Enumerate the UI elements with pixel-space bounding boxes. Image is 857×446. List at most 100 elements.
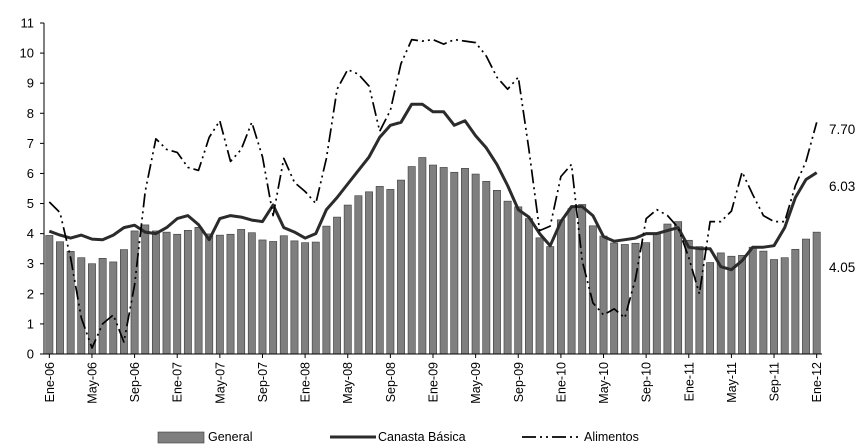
bar-general (397, 179, 405, 355)
bar-general (535, 237, 544, 355)
y-tick-label: 8 (27, 106, 34, 121)
bar-general (226, 233, 235, 355)
y-tick-label: 0 (27, 347, 34, 362)
bar-general (56, 241, 64, 355)
bar-general (812, 231, 821, 355)
y-tick-label: 6 (27, 166, 34, 181)
bar-general (130, 230, 139, 355)
bar-general (780, 257, 789, 355)
x-tick-label: Ene-12 (810, 362, 824, 402)
bar-general (631, 242, 640, 355)
bar-general (493, 190, 501, 355)
bar-general (322, 225, 331, 355)
line-series-group (48, 38, 818, 349)
end-label: 6.03 (829, 179, 855, 194)
x-tick-label: Ene-09 (427, 362, 441, 402)
x-tick-label: May-08 (341, 362, 355, 404)
bar-general (418, 157, 427, 355)
y-tick-label: 9 (27, 76, 34, 91)
bar-general (365, 191, 373, 355)
x-tick-label: Sep-09 (512, 362, 526, 402)
y-tick-label: 5 (27, 196, 34, 211)
y-tick-group: 0 1 2 3 4 5 6 7 8 9 10 11 (20, 16, 44, 362)
bar-general (98, 258, 107, 355)
bar-general (77, 257, 86, 355)
bar-general (279, 235, 288, 355)
x-tick-label: May-07 (213, 362, 227, 404)
bar-general (151, 230, 160, 355)
y-tick-label: 3 (27, 256, 34, 271)
bar-general (429, 164, 437, 355)
bar-general (546, 246, 555, 355)
bar-general (482, 180, 491, 355)
bar-general (770, 259, 778, 355)
bar-general (407, 166, 416, 355)
bar-general (642, 242, 651, 355)
bar-general (247, 232, 256, 355)
y-tick-label: 1 (27, 316, 34, 331)
x-tick-label: Ene-08 (299, 362, 313, 402)
x-tick-group: Ene-06 May-06 Sep-06 Ene-07 May-07 Sep-07 Ene-… (43, 354, 824, 404)
bar-general (386, 189, 395, 355)
bar-general (706, 262, 715, 355)
bar-general (578, 204, 587, 355)
bar-general (183, 230, 192, 355)
y-tick-label: 4 (27, 226, 34, 241)
x-tick-label: May-11 (725, 362, 739, 403)
y-tick-label: 10 (20, 46, 34, 61)
bar-general (333, 216, 342, 355)
bar-general (194, 227, 203, 355)
legend-label: Canasta Básica (378, 430, 466, 444)
bar-general (524, 218, 533, 355)
y-axis: 0 1 2 3 4 5 6 7 8 9 10 11 (20, 16, 45, 362)
legend-label: Alimentos (584, 430, 639, 444)
x-tick-label: Ene-10 (554, 362, 568, 402)
y-tick-label: 11 (21, 16, 35, 31)
y-tick-label: 7 (27, 136, 34, 151)
end-label-group: 4.05 6.03 7.70 (829, 122, 855, 275)
x-tick-label: May-09 (469, 362, 483, 404)
bar-general (141, 224, 150, 355)
bar-general (791, 248, 800, 355)
bar-series-general (45, 157, 821, 355)
bar-general (674, 221, 683, 355)
x-axis: Ene-06 May-06 Sep-06 Ene-07 May-07 Sep-07 Ene-… (43, 353, 824, 404)
bar-general (599, 235, 608, 355)
bar-general (205, 233, 214, 355)
bar-general (461, 168, 469, 355)
bar-general (738, 255, 746, 355)
x-tick-label: Sep-06 (128, 362, 142, 402)
bar-general (45, 235, 54, 355)
x-tick-label: Ene-07 (171, 362, 185, 402)
bar-general (610, 242, 619, 355)
x-tick-label: Ene-11 (682, 362, 696, 401)
x-tick-label: May-06 (85, 362, 99, 404)
legend-label: General (208, 430, 252, 444)
x-tick-label: Sep-10 (640, 362, 654, 402)
bar-general (652, 232, 661, 355)
y-tick-label: 2 (27, 286, 34, 301)
bar-general (439, 167, 448, 355)
bar-general (109, 261, 118, 355)
bar-general (237, 229, 246, 355)
x-tick-label: Sep-08 (384, 362, 398, 402)
bar-general (311, 241, 320, 355)
bar-general (514, 206, 523, 355)
bar-general (269, 241, 278, 355)
bar-general (173, 233, 182, 355)
bar-general (620, 244, 629, 355)
bar-general (258, 239, 267, 355)
x-tick-label: Sep-07 (256, 362, 270, 402)
bar-general (66, 251, 75, 355)
bar-general (588, 225, 597, 355)
bar-general (354, 195, 363, 355)
x-tick-label: May-10 (597, 362, 611, 404)
legend: General Canasta Básica Alimentos (157, 430, 639, 444)
bar-general (471, 173, 480, 355)
bar-general (343, 204, 352, 355)
bar-general (450, 171, 459, 355)
end-label: 7.70 (829, 122, 855, 137)
bar-general (663, 223, 672, 355)
bar-general (301, 242, 310, 355)
bar-general (556, 219, 565, 355)
